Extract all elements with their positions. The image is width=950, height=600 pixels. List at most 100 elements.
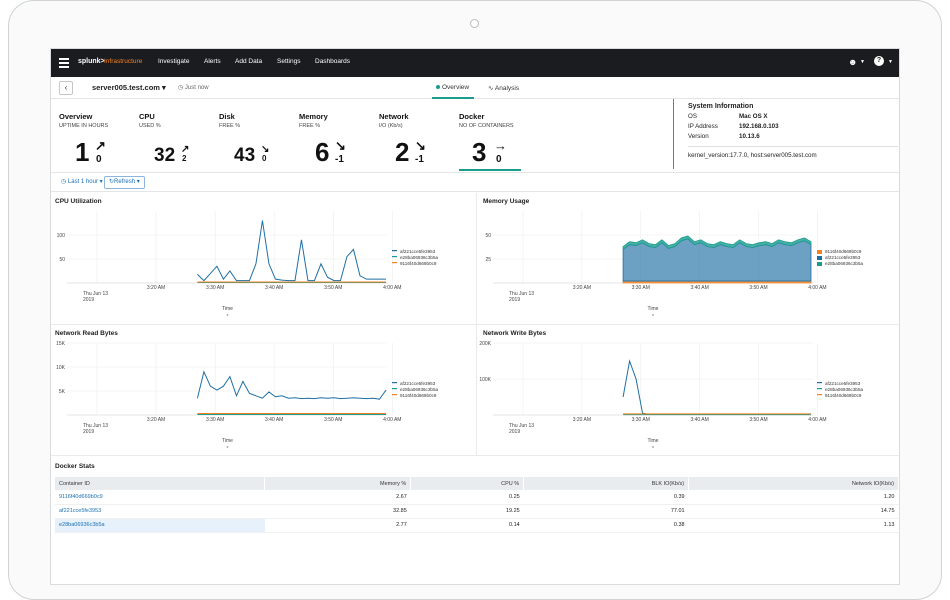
metric-title: Memory <box>299 112 328 121</box>
y-tick-label: 10K <box>56 365 66 371</box>
metric-delta: 2 <box>182 154 187 163</box>
cell-cpu: 0.25 <box>410 490 524 505</box>
line-series-af221cce5fe3953 <box>196 370 387 400</box>
metric-overview[interactable]: Overview UPTIME IN HOURS 1 ↗ 0 <box>59 112 137 167</box>
nav-settings[interactable]: Settings <box>277 58 301 65</box>
x-tick-label: 3:20 AM <box>147 285 165 291</box>
product-name: Infrastructure <box>104 58 143 65</box>
y-tick-label: 50 <box>485 233 491 239</box>
tab-overview[interactable]: Overview <box>436 84 469 91</box>
legend-swatch <box>392 394 397 396</box>
sysinfo-title: System Information <box>688 103 754 110</box>
x-tick-label-year: 2019 <box>509 297 520 303</box>
legend-label: af221cce5fe3953 <box>825 381 861 386</box>
col-container-id[interactable]: Container ID <box>55 477 266 490</box>
legend-label: af221cce5fe3953 <box>400 249 436 254</box>
tab-label: Overview <box>442 84 470 91</box>
metric-disk[interactable]: Disk FREE % 43 ↘ 0 <box>219 112 297 166</box>
time-range-label: Last 1 hour <box>67 179 98 185</box>
refresh-label: Refresh <box>114 179 136 185</box>
container-id-link[interactable]: 9116f40d669b0c9 <box>55 490 265 505</box>
x-tick-label: 3:40 AM <box>265 285 283 291</box>
metric-title: CPU <box>139 112 155 121</box>
metric-title: Disk <box>219 112 235 121</box>
network-write-chart-title: Network Write Bytes <box>483 330 547 337</box>
col-blk-io[interactable]: BLK IO(Kb/s) <box>523 477 690 490</box>
pager-dot-icon <box>226 314 229 316</box>
cpu-chart-title: CPU Utilization <box>55 198 102 205</box>
x-tick-label-date: Thu Jun 13 <box>509 423 534 429</box>
legend-swatch <box>392 382 397 384</box>
laptop-frame: splunk> Infrastructure Investigate Alert… <box>8 0 942 600</box>
docker-stats-table: Container ID Memory % CPU % BLK IO(Kb/s)… <box>55 477 899 533</box>
metric-delta: -1 <box>415 154 424 165</box>
metric-network[interactable]: Network I/O (Kb/s) 2 ↘ -1 <box>379 112 457 167</box>
arrow-up-right-icon: ↗ <box>95 138 106 153</box>
cell-network-io: 1.20 <box>688 490 899 505</box>
hamburger-menu-icon[interactable] <box>59 58 69 68</box>
legend-swatch <box>392 256 397 258</box>
legend-label: e28ba06936c3b5a <box>825 261 864 266</box>
table-row[interactable]: e28ba06936c3b5a 2.77 0.14 0.38 1.13 <box>55 518 899 533</box>
container-id-link[interactable]: af221cce5fe3953 <box>55 504 265 519</box>
refresh-button[interactable]: ↻Refresh ▾ <box>104 176 145 189</box>
x-tick-label: 4:00 AM <box>383 417 401 423</box>
table-row[interactable]: af221cce5fe3953 32.85 19.25 77.01 14.75 <box>55 504 899 519</box>
arrow-up-right-icon: ↗ <box>181 144 190 155</box>
chevron-down-icon[interactable]: ▼ <box>888 59 893 65</box>
timestamp-label: Just now <box>184 85 209 91</box>
metric-value: 43 <box>234 145 256 166</box>
table-row[interactable]: 9116f40d669b0c9 2.67 0.25 0.39 1.20 <box>55 490 899 505</box>
x-tick-label-date: Thu Jun 13 <box>83 291 108 297</box>
metric-memory[interactable]: Memory FREE % 6 ↘ -1 <box>299 112 377 167</box>
selected-metric-indicator <box>459 169 521 171</box>
legend-swatch <box>392 388 397 390</box>
nav-investigate[interactable]: Investigate <box>158 58 190 65</box>
x-tick-label-year: 2019 <box>509 429 520 435</box>
container-id-link[interactable]: e28ba06936c3b5a <box>55 518 265 533</box>
y-tick-label: 25 <box>485 257 491 263</box>
host-selector[interactable]: server005.test.com ▾ <box>92 83 166 92</box>
metric-delta: 0 <box>96 154 102 165</box>
nav-add-data[interactable]: Add Data <box>235 58 263 65</box>
camera-icon <box>470 19 479 28</box>
legend-swatch <box>817 256 822 260</box>
metric-subtitle: UPTIME IN HOURS <box>59 123 109 129</box>
sysinfo-row: Version 10.13.6 <box>688 133 898 143</box>
time-range-picker[interactable]: ◷ Last 1 hour ▾ <box>61 179 103 185</box>
user-icon[interactable]: ☻ <box>848 57 858 67</box>
tab-analysis[interactable]: ∿ Analysis <box>488 84 519 92</box>
x-tick-label-year: 2019 <box>83 297 94 303</box>
metric-cpu[interactable]: CPU USED % 32 ↗ 2 <box>139 112 217 166</box>
sysinfo-key: OS <box>688 113 697 120</box>
active-tab-indicator <box>432 97 474 99</box>
back-button[interactable]: ‹ <box>59 81 73 95</box>
nav-alerts[interactable]: Alerts <box>204 58 221 65</box>
metric-delta: 0 <box>496 154 502 165</box>
legend-label: af221cce5fe3953 <box>825 255 861 260</box>
nav-dashboards[interactable]: Dashboards <box>315 58 351 65</box>
sysinfo-value: 192.168.0.103 <box>739 123 779 130</box>
x-tick-label: 3:40 AM <box>265 417 283 423</box>
cell-cpu: 0.14 <box>410 518 524 533</box>
legend-label: 9116f40d669b0c9 <box>825 249 862 254</box>
y-tick-label: 50 <box>59 257 65 263</box>
cell-memory: 2.67 <box>264 490 411 505</box>
chart-row-divider <box>51 324 899 325</box>
y-tick-label: 100K <box>479 377 491 383</box>
x-axis-label: Time <box>222 438 233 444</box>
legend-label: 9116f40d669b0c9 <box>400 261 437 266</box>
legend-swatch <box>817 250 822 254</box>
time-controls: ◷ Last 1 hour ▾ ↻Refresh ▾ <box>51 172 899 192</box>
chevron-down-icon[interactable]: ▼ <box>860 59 865 65</box>
cell-cpu: 19.25 <box>410 504 524 519</box>
col-network-io[interactable]: Network IO(Kb/s) <box>688 477 899 490</box>
help-icon[interactable]: ? <box>874 56 884 66</box>
metric-docker[interactable]: Docker NO OF CONTAINERS 3 → 0 <box>459 112 537 167</box>
col-cpu[interactable]: CPU % <box>410 477 525 490</box>
col-memory[interactable]: Memory % <box>264 477 412 490</box>
system-information-panel: System Information OS Mac OS X IP Address… <box>688 103 898 159</box>
x-tick-label: 3:20 AM <box>147 417 165 423</box>
table-header-row: Container ID Memory % CPU % BLK IO(Kb/s)… <box>55 477 899 490</box>
